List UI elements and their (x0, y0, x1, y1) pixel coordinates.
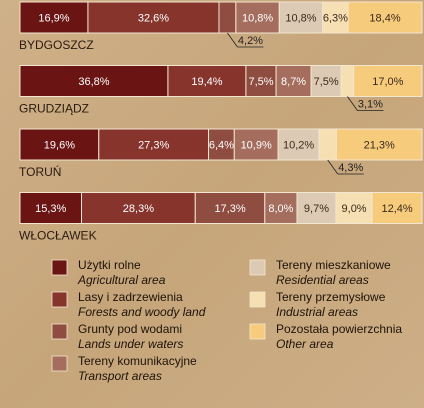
bar-segment (318, 128, 337, 161)
value-label: 19,6% (44, 139, 75, 151)
legend-label-en: Lands under waters (78, 337, 183, 351)
legend-label-en: Industrial areas (276, 305, 358, 319)
bar-segment (353, 65, 423, 97)
value-label: 6,4% (209, 139, 234, 151)
bar-segment (233, 128, 279, 161)
bar-segment (371, 192, 423, 224)
bar-segment (335, 192, 373, 224)
value-label: 36,8% (78, 76, 109, 88)
bar-segment (296, 192, 337, 224)
bar-segment (335, 128, 423, 161)
bar-segment (218, 1, 237, 34)
value-label: 16,9% (38, 12, 69, 24)
bar-segment (19, 1, 89, 34)
value-label: 10,9% (241, 139, 272, 151)
value-label: 3,1% (358, 98, 383, 110)
legend-swatch (51, 323, 68, 340)
bar-segment (310, 65, 342, 97)
callout-line (347, 96, 358, 111)
legend-label-en: Transport areas (78, 369, 162, 383)
value-label: 12,4% (381, 203, 412, 215)
legend-label: Pozostała powierzchnia (276, 322, 402, 336)
value-label: 6,3% (323, 12, 348, 24)
value-label: 32,6% (138, 12, 169, 24)
value-label: 17,0% (372, 76, 403, 88)
legend-label-en: Other area (276, 337, 334, 351)
value-label: 8,7% (281, 76, 306, 88)
value-label: 9,7% (304, 203, 329, 215)
value-label: 7,5% (248, 76, 273, 88)
value-label: 10,8% (242, 12, 273, 24)
bar-segment (19, 128, 100, 161)
legend-label: Tereny mieszkaniowe (276, 258, 391, 272)
legend-label-en: Forests and woody land (78, 305, 206, 319)
bar-segment (194, 192, 266, 224)
legend-swatch (51, 259, 68, 276)
value-label: 10,2% (283, 139, 314, 151)
value-label: 8,0% (268, 203, 293, 215)
value-label: 7,5% (314, 76, 339, 88)
value-label: 28,3% (123, 203, 154, 215)
bar-segment (245, 65, 277, 97)
value-label: 19,4% (191, 76, 222, 88)
value-label: 18,4% (369, 12, 400, 24)
legend-label: Grunty pod wodami (78, 322, 182, 336)
value-label: 4,3% (338, 162, 363, 174)
legend-label: Tereny przemysłowe (276, 290, 386, 304)
bar-segment (19, 65, 169, 97)
category-label: WŁOCŁAWEK (19, 229, 97, 243)
value-label: 9,0% (342, 203, 367, 215)
bar-segment (235, 1, 280, 34)
legend-label: Lasy i zadrzewienia (78, 290, 183, 304)
value-label: 27,3% (138, 139, 169, 151)
legend-swatch (51, 291, 68, 308)
legend-swatch (249, 259, 266, 276)
legend-label-en: Agricultural area (77, 273, 166, 287)
category-label: GRUDZIĄDZ (19, 102, 89, 116)
legend-swatch (51, 355, 68, 372)
callout-line (227, 32, 238, 48)
legend-label: Tereny komunikacyjne (78, 354, 197, 368)
legend-label: Użytki rolne (78, 258, 141, 272)
value-label: 4,2% (238, 35, 263, 47)
bar-segment (87, 1, 220, 34)
value-label: 15,3% (35, 203, 66, 215)
bar-segment (322, 1, 349, 34)
value-label: 17,3% (214, 203, 245, 215)
bar-segment (98, 128, 210, 161)
callout-line (327, 159, 339, 175)
value-label: 21,3% (364, 139, 395, 151)
bar-segment (264, 192, 298, 224)
bar-segment (19, 192, 83, 224)
legend-swatch (249, 291, 266, 308)
bar-segment (277, 128, 320, 161)
bar-segment (340, 65, 355, 97)
bar-segment (347, 1, 423, 34)
category-label: BYDGOSZCZ (19, 38, 94, 52)
legend-label-en: Residential areas (276, 273, 369, 287)
legend-swatch (249, 323, 266, 340)
value-label: 10,8% (285, 12, 316, 24)
category-label: TORUŃ (19, 164, 61, 179)
